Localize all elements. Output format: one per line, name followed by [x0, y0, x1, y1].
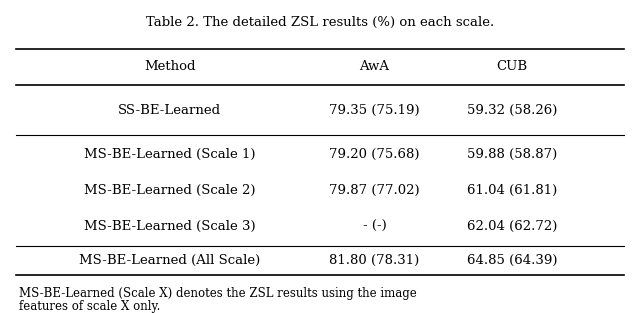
Text: CUB: CUB	[497, 60, 527, 73]
Text: 62.04 (62.72): 62.04 (62.72)	[467, 220, 557, 233]
Text: 79.35 (75.19): 79.35 (75.19)	[329, 104, 420, 117]
Text: 79.20 (75.68): 79.20 (75.68)	[329, 147, 420, 161]
Text: Method: Method	[144, 60, 195, 73]
Text: 59.32 (58.26): 59.32 (58.26)	[467, 104, 557, 117]
Text: 81.80 (78.31): 81.80 (78.31)	[329, 254, 420, 267]
Text: features of scale X only.: features of scale X only.	[19, 300, 161, 313]
Text: AwA: AwA	[360, 60, 389, 73]
Text: 61.04 (61.81): 61.04 (61.81)	[467, 183, 557, 197]
Text: - (-): - (-)	[362, 220, 387, 233]
Text: MS-BE-Learned (Scale 2): MS-BE-Learned (Scale 2)	[84, 183, 255, 197]
Text: Table 2. The detailed ZSL results (%) on each scale.: Table 2. The detailed ZSL results (%) on…	[146, 16, 494, 29]
Text: MS-BE-Learned (Scale X) denotes the ZSL results using the image: MS-BE-Learned (Scale X) denotes the ZSL …	[19, 287, 417, 300]
Text: MS-BE-Learned (All Scale): MS-BE-Learned (All Scale)	[79, 254, 260, 267]
Text: MS-BE-Learned (Scale 3): MS-BE-Learned (Scale 3)	[84, 220, 255, 233]
Text: MS-BE-Learned (Scale 1): MS-BE-Learned (Scale 1)	[84, 147, 255, 161]
Text: 59.88 (58.87): 59.88 (58.87)	[467, 147, 557, 161]
Text: SS-BE-Learned: SS-BE-Learned	[118, 104, 221, 117]
Text: 64.85 (64.39): 64.85 (64.39)	[467, 254, 557, 267]
Text: 79.87 (77.02): 79.87 (77.02)	[329, 183, 420, 197]
